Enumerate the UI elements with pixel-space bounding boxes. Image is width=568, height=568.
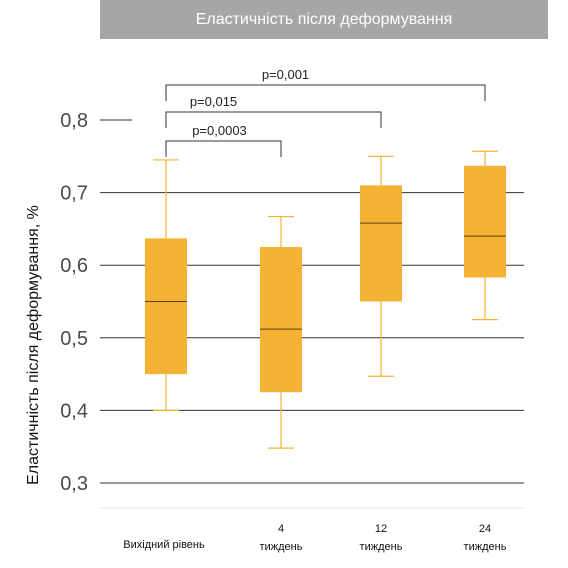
x-tick-label: 12 xyxy=(375,523,387,535)
box-iqr xyxy=(360,185,402,302)
y-tick-label: 0,8 xyxy=(60,110,88,132)
significance-bracket xyxy=(165,111,382,128)
y-tick-label: 0,6 xyxy=(60,255,88,277)
box-iqr xyxy=(260,247,302,393)
y-tick-label: 0,4 xyxy=(60,400,88,422)
x-tick-label: 24 xyxy=(479,523,491,535)
box-iqr xyxy=(464,165,506,278)
p-value-label: p=0,001 xyxy=(262,67,309,82)
significance-bracket xyxy=(165,140,282,157)
chart-title: Еластичність після деформування xyxy=(100,0,548,39)
box-iqr xyxy=(145,238,187,375)
x-tick-label: тиждень xyxy=(464,541,507,553)
p-value-label: p=0,0003 xyxy=(192,123,247,138)
x-tick-label: тиждень xyxy=(260,541,303,553)
y-tick-label: 0,3 xyxy=(60,473,88,495)
x-tick-label: Вихідний рівень xyxy=(123,539,205,551)
p-value-label: p=0,015 xyxy=(190,94,237,109)
y-tick-label: 0,5 xyxy=(60,328,88,350)
y-axis-label: Еластичність після деформування, % xyxy=(25,205,42,485)
x-tick-label: 4 xyxy=(278,523,284,535)
significance-bracket xyxy=(165,84,486,101)
x-tick-label: тиждень xyxy=(360,541,403,553)
y-tick-label: 0,7 xyxy=(60,183,88,205)
